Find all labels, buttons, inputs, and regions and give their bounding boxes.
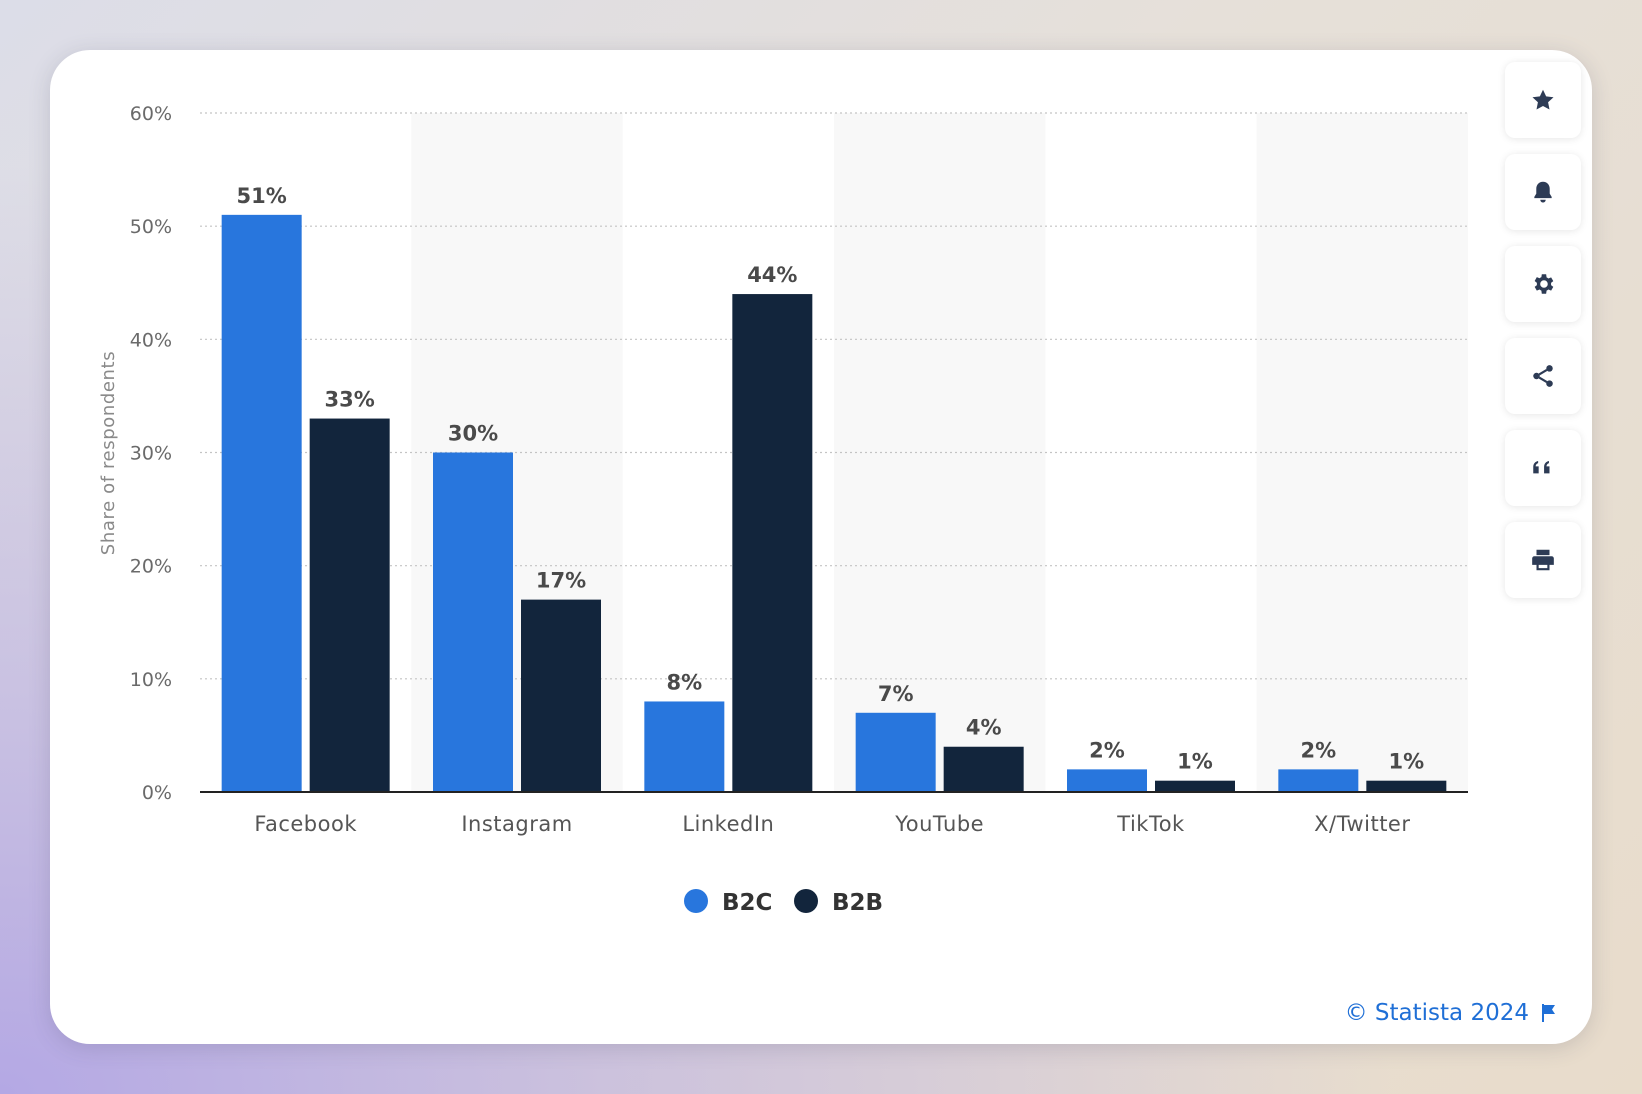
- bar-b2c: [1067, 769, 1147, 792]
- bar-b2c: [221, 214, 302, 793]
- data-label: 4%: [966, 716, 1002, 740]
- legend-swatch-b2b: [794, 889, 818, 913]
- flag-icon: [1542, 1004, 1555, 1022]
- y-tick-label: 50%: [130, 216, 172, 238]
- printer-icon: [1532, 549, 1554, 571]
- data-label: 17%: [536, 569, 586, 593]
- y-tick-label: 0%: [142, 782, 172, 804]
- data-label: 44%: [747, 263, 797, 287]
- bar-b2b: [1366, 780, 1447, 792]
- data-label: 8%: [667, 670, 703, 694]
- y-tick-label: 40%: [130, 329, 172, 351]
- bars: [221, 214, 1447, 793]
- x-category-label: LinkedIn: [682, 812, 774, 836]
- source-credit[interactable]: © Statista 2024: [1345, 1000, 1557, 1026]
- cite-button[interactable]: [1505, 430, 1581, 506]
- y-tick-label: 10%: [130, 669, 172, 691]
- gridlines: [200, 112, 1468, 680]
- bar-b2c: [433, 452, 513, 792]
- legend: B2C B2B: [684, 889, 883, 916]
- y-axis-title: Share of respondents: [98, 351, 119, 555]
- share-icon: [1533, 365, 1553, 387]
- y-tick-label: 30%: [130, 443, 172, 465]
- quote-icon: [1533, 460, 1550, 474]
- x-category-label: Facebook: [254, 812, 357, 836]
- legend-label: B2B: [832, 890, 883, 916]
- y-tick-label: 20%: [130, 556, 172, 578]
- x-category-label: TikTok: [1116, 812, 1185, 836]
- bar-b2b: [521, 599, 601, 792]
- favorite-button[interactable]: [1505, 62, 1581, 138]
- bar-b2b: [732, 294, 813, 792]
- data-label: 2%: [1089, 738, 1125, 762]
- bar-b2b: [309, 418, 390, 792]
- legend-swatch-b2c: [684, 889, 708, 913]
- bar-b2b: [943, 746, 1024, 792]
- data-label: 33%: [325, 388, 375, 412]
- bar-b2b: [1155, 780, 1235, 792]
- x-category-label: X/Twitter: [1314, 812, 1410, 836]
- data-label: 30%: [448, 422, 498, 446]
- star-icon: [1532, 89, 1554, 110]
- data-label: 51%: [237, 184, 287, 208]
- notification-button[interactable]: [1505, 154, 1581, 230]
- print-button[interactable]: [1505, 522, 1581, 598]
- bar-b2c: [1278, 769, 1359, 792]
- data-label: 1%: [1177, 750, 1213, 774]
- y-axis-ticks: 0% 10% 20% 30% 40% 50% 60%: [130, 103, 172, 804]
- data-label: 1%: [1389, 750, 1425, 774]
- gear-icon: [1534, 274, 1554, 294]
- bar-b2c: [644, 701, 725, 792]
- x-category-label: YouTube: [894, 812, 984, 836]
- y-tick-label: 60%: [130, 103, 172, 125]
- chart-toolbar: [1505, 62, 1581, 598]
- credit-text: © Statista 2024: [1344, 1000, 1529, 1026]
- share-button[interactable]: [1505, 338, 1581, 414]
- data-labels: 51% 33% 30% 17% 8% 44% 7% 4% 2% 1% 2% 1%: [237, 184, 1425, 774]
- settings-button[interactable]: [1505, 246, 1581, 322]
- x-category-label: Instagram: [461, 812, 572, 836]
- bell-icon: [1534, 181, 1552, 203]
- x-axis-labels: Facebook Instagram LinkedIn YouTube TikTok X/…: [254, 812, 1410, 836]
- legend-label: B2C: [722, 890, 772, 916]
- data-label: 7%: [878, 682, 914, 706]
- data-label: 2%: [1301, 738, 1337, 762]
- bar-b2c: [855, 712, 936, 792]
